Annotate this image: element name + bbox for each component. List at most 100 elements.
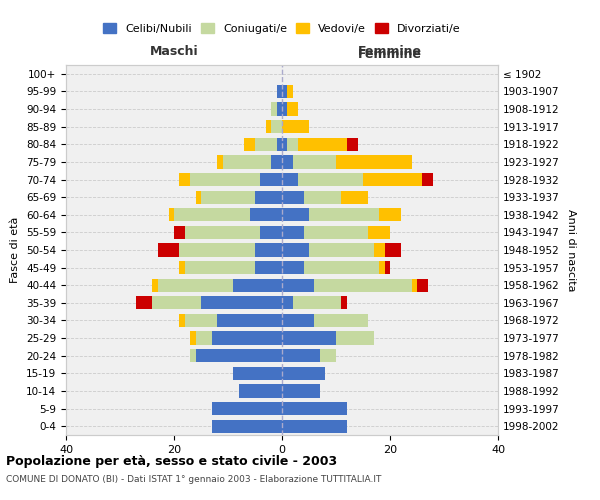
Bar	[201, 190, 255, 204]
Bar	[255, 138, 277, 151]
Bar	[174, 208, 250, 222]
Bar	[174, 226, 185, 239]
Bar	[212, 402, 282, 415]
Y-axis label: Anni di nascita: Anni di nascita	[566, 209, 576, 291]
Bar	[212, 332, 282, 344]
Bar	[287, 138, 298, 151]
Bar	[282, 349, 320, 362]
Bar	[282, 190, 304, 204]
Bar	[201, 296, 282, 310]
Bar	[271, 120, 282, 134]
Y-axis label: Fasce di età: Fasce di età	[10, 217, 20, 283]
Bar	[347, 138, 358, 151]
Bar	[212, 420, 282, 433]
Bar	[136, 296, 152, 310]
Bar	[282, 314, 314, 327]
Bar	[277, 85, 282, 98]
Legend: Celibi/Nubili, Coniugati/e, Vedovi/e, Divorziati/e: Celibi/Nubili, Coniugati/e, Vedovi/e, Di…	[99, 19, 465, 38]
Bar	[233, 278, 282, 292]
Bar	[374, 244, 385, 256]
Bar	[239, 384, 282, 398]
Bar	[190, 332, 196, 344]
Bar	[298, 138, 347, 151]
Bar	[196, 332, 212, 344]
Bar	[169, 208, 174, 222]
Bar	[255, 190, 282, 204]
Bar	[282, 384, 320, 398]
Bar	[282, 402, 347, 415]
Bar	[266, 120, 271, 134]
Bar	[385, 261, 390, 274]
Bar	[271, 102, 277, 116]
Bar	[282, 85, 287, 98]
Text: COMUNE DI DONATO (BI) - Dati ISTAT 1° gennaio 2003 - Elaborazione TUTTITALIA.IT: COMUNE DI DONATO (BI) - Dati ISTAT 1° ge…	[6, 475, 382, 484]
Text: Maschi: Maschi	[149, 44, 199, 58]
Bar	[244, 138, 255, 151]
Bar	[233, 366, 282, 380]
Bar	[179, 261, 185, 274]
Bar	[185, 226, 260, 239]
Bar	[320, 349, 336, 362]
Bar	[287, 102, 298, 116]
Bar	[282, 278, 314, 292]
Bar	[196, 349, 282, 362]
Bar	[152, 296, 201, 310]
Bar	[341, 296, 347, 310]
Bar	[293, 296, 341, 310]
Bar	[255, 244, 282, 256]
Bar	[368, 226, 390, 239]
Bar	[341, 190, 368, 204]
Bar	[385, 244, 401, 256]
Bar	[309, 208, 379, 222]
Bar	[282, 296, 293, 310]
Bar	[422, 173, 433, 186]
Bar	[271, 156, 282, 168]
Bar	[217, 314, 282, 327]
Bar	[282, 244, 309, 256]
Bar	[277, 102, 282, 116]
Bar	[282, 120, 309, 134]
Bar	[298, 173, 363, 186]
Bar	[277, 138, 282, 151]
Bar	[190, 173, 260, 186]
Text: Popolazione per età, sesso e stato civile - 2003: Popolazione per età, sesso e stato civil…	[6, 455, 337, 468]
Bar	[260, 226, 282, 239]
Bar	[282, 208, 309, 222]
Bar	[282, 173, 298, 186]
Bar	[304, 261, 379, 274]
Bar	[158, 278, 233, 292]
Bar	[314, 278, 412, 292]
Bar	[250, 208, 282, 222]
Bar	[179, 173, 190, 186]
Bar	[158, 244, 179, 256]
Bar	[282, 226, 304, 239]
Bar	[217, 156, 223, 168]
Text: Femmine: Femmine	[358, 48, 422, 62]
Bar	[309, 244, 374, 256]
Bar	[287, 85, 293, 98]
Bar	[196, 190, 201, 204]
Bar	[314, 314, 368, 327]
Bar	[412, 278, 417, 292]
Bar	[190, 349, 196, 362]
Bar	[379, 208, 401, 222]
Bar	[282, 366, 325, 380]
Bar	[282, 261, 304, 274]
Bar	[223, 156, 271, 168]
Text: Femmine: Femmine	[358, 44, 422, 58]
Bar	[282, 156, 293, 168]
Bar	[255, 261, 282, 274]
Bar	[185, 314, 217, 327]
Bar	[293, 156, 336, 168]
Bar	[282, 420, 347, 433]
Bar	[260, 173, 282, 186]
Bar	[152, 278, 158, 292]
Bar	[336, 156, 412, 168]
Bar	[282, 332, 336, 344]
Bar	[179, 244, 255, 256]
Bar	[417, 278, 428, 292]
Bar	[304, 226, 368, 239]
Bar	[282, 138, 287, 151]
Bar	[185, 261, 255, 274]
Bar	[336, 332, 374, 344]
